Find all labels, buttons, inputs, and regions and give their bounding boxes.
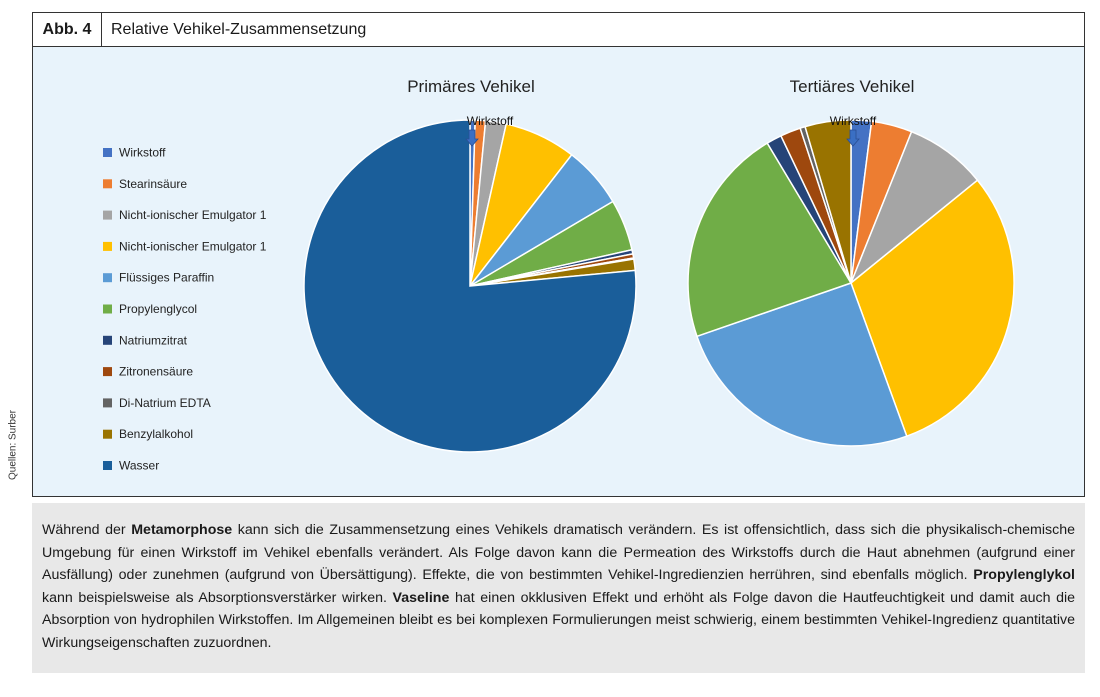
legend-label-1: Wirkstoff	[119, 146, 166, 160]
legend-swatch-8	[103, 367, 112, 377]
legend-swatch-6	[103, 304, 112, 314]
legend-swatch-1	[103, 148, 112, 157]
caption: Während der Metamorphose kann sich die Z…	[32, 503, 1085, 673]
pie-2-slice-nicht-ionischer-emulgator-1-4	[850, 179, 1015, 438]
plot-area: Wirkstoff Stearinsäure Nicht-ionischer Emu…	[33, 47, 1084, 496]
legend-label-7: Natriumzitrat	[119, 333, 188, 347]
charts-svg: Wirkstoff Stearinsäure Nicht-ionischer Emu…	[103, 77, 1015, 473]
source-credit: Quellen: Surber	[3, 400, 23, 490]
caption-bold-vaseline: Vaseline	[392, 589, 450, 606]
pie-2-arrow-icon	[846, 129, 860, 147]
legend-label-9: Di-Natrium EDTA	[119, 396, 211, 410]
legend-label-2: Stearinsäure	[119, 177, 187, 191]
legend-swatch-5	[103, 273, 112, 283]
figure-header: Abb. 4 Relative Vehikel-Zusammensetzung	[33, 13, 1084, 47]
figure-label: Abb. 4	[33, 13, 102, 46]
legend-swatch-3	[103, 210, 112, 220]
caption-bold-propylenglykol: Propylenglykol	[973, 567, 1075, 583]
source-credit-text: Quellen: Surber	[7, 409, 19, 481]
caption-bold-metamorphose: Metamorphose	[131, 522, 233, 538]
legend-label-4: Nicht-ionischer Emulgator 1	[119, 239, 267, 253]
legend-swatch-7	[103, 335, 112, 345]
legend-swatch-10	[103, 429, 112, 439]
legend-label-6: Propylenglycol	[119, 302, 197, 316]
pie-2-slice-benzylalkohol-10	[804, 119, 852, 284]
legend-label-3: Nicht-ionischer Emulgator 1	[119, 208, 267, 222]
pie-1-slice-wasser-11	[303, 119, 637, 453]
pie-2-slice-propylenglycol-6	[687, 142, 853, 338]
legend-label-10: Benzylalkohol	[119, 427, 193, 441]
legend-swatch-9	[103, 398, 112, 408]
caption-text-3: kann beispielsweise als Absorptionsverst…	[42, 589, 393, 606]
caption-text-1: Während der	[42, 522, 132, 538]
pie-1-annotation: Wirkstoff	[467, 114, 514, 128]
pie-2-title: Tertiäres Vehikel	[790, 77, 915, 96]
caption-text-4: hat einen okklusiven Effekt und erhöht a…	[42, 589, 1076, 651]
legend-label-8: Zitronensäure	[119, 365, 193, 379]
legend-swatch-2	[103, 179, 112, 189]
legend-label-5: Flüssiges Paraffin	[119, 271, 214, 285]
legend-swatch-11	[103, 461, 112, 470]
pie-2-slice-fl-ssiges-paraffin-5	[696, 282, 908, 447]
pie-2-annotation: Wirkstoff	[830, 114, 877, 128]
figure-title: Relative Vehikel-Zusammensetzung	[111, 21, 367, 38]
figure-box: Abb. 4 Relative Vehikel-Zusammensetzung …	[32, 12, 1085, 497]
pie-1-arrow-icon	[465, 129, 479, 147]
pie-1-title: Primäres Vehikel	[407, 77, 535, 96]
legend-swatch-4	[103, 241, 112, 251]
legend-label-11: Wasser	[119, 459, 159, 473]
caption-text-2: kann sich die Zusammensetzung eines Vehi…	[42, 522, 1075, 583]
